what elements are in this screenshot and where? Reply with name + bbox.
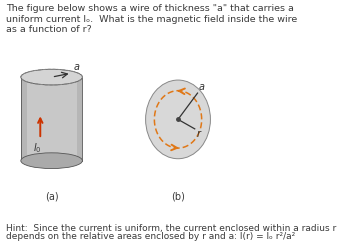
Text: $I_0$: $I_0$ <box>33 141 41 155</box>
Text: (b): (b) <box>171 191 185 201</box>
Text: depends on the relative areas enclosed by r and a: I(r) = Iₒ r²/a²: depends on the relative areas enclosed b… <box>6 233 295 242</box>
Bar <box>21 77 82 161</box>
Bar <box>77 77 82 161</box>
Text: uniform current Iₒ.  What is the magnetic field inside the wire: uniform current Iₒ. What is the magnetic… <box>6 15 298 24</box>
Bar <box>21 77 27 161</box>
Text: a: a <box>73 62 79 72</box>
Text: a: a <box>198 82 204 92</box>
Text: (a): (a) <box>45 191 58 201</box>
Ellipse shape <box>21 153 82 169</box>
Text: The figure below shows a wire of thickness "a" that carries a: The figure below shows a wire of thickne… <box>6 4 294 13</box>
Circle shape <box>146 80 210 159</box>
Text: as a function of r?: as a function of r? <box>6 25 92 34</box>
Ellipse shape <box>21 69 82 85</box>
Text: Hint:  Since the current is uniform, the current enclosed within a radius r: Hint: Since the current is uniform, the … <box>6 224 336 233</box>
Text: r: r <box>196 129 200 139</box>
